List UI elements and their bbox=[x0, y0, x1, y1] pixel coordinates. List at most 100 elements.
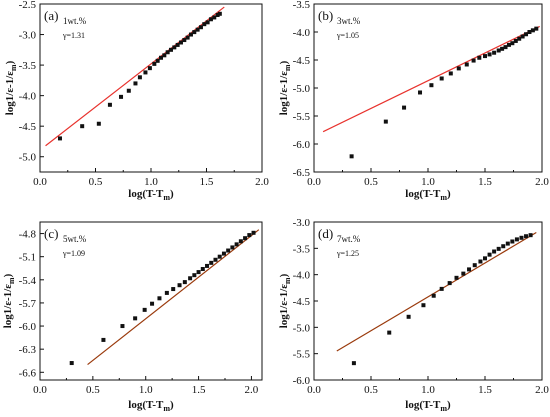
data-point bbox=[162, 53, 167, 58]
data-point bbox=[152, 61, 157, 66]
y-tick-label: -5.4 bbox=[19, 275, 37, 287]
panel-gamma: γ=1.25 bbox=[336, 249, 359, 258]
data-point bbox=[467, 267, 472, 272]
data-point bbox=[247, 233, 252, 238]
data-point bbox=[96, 121, 101, 126]
y-axis-title: log1/ε-1/εm) bbox=[278, 273, 292, 328]
data-point bbox=[208, 17, 213, 22]
y-axis-title: log1/ε-1/εm) bbox=[4, 60, 18, 115]
data-point bbox=[182, 38, 187, 43]
data-point bbox=[150, 301, 155, 306]
chart-panel-4: 0.0 0.5 1.0 1.5 2.0 -6.0 -5.5 -5.0 -4.5 -4.0 -3.5 -… bbox=[278, 217, 549, 413]
data-point bbox=[483, 54, 487, 59]
data-point bbox=[471, 58, 476, 63]
data-point bbox=[175, 42, 180, 47]
data-point bbox=[492, 249, 497, 254]
plot-frame bbox=[39, 221, 263, 381]
data-point bbox=[188, 32, 193, 37]
data-point bbox=[500, 46, 505, 51]
data-point bbox=[157, 296, 162, 301]
data-point bbox=[402, 105, 407, 110]
data-point bbox=[142, 307, 147, 312]
panel-label: (b) bbox=[318, 8, 333, 23]
data-point bbox=[147, 66, 152, 71]
data-point bbox=[487, 52, 492, 57]
y-tick-label: -6.0 bbox=[293, 375, 311, 387]
data-point bbox=[200, 267, 205, 272]
y-tick-label: -3.5 bbox=[293, 243, 311, 255]
data-point bbox=[215, 12, 220, 17]
data-point bbox=[456, 66, 461, 71]
y-axis-title-main: log1/ε-1/ε bbox=[278, 71, 290, 116]
y-tick-label: -4.0 bbox=[293, 270, 311, 282]
data-point bbox=[439, 286, 444, 291]
data-point bbox=[349, 154, 354, 159]
y-tick-label: -4.5 bbox=[293, 296, 311, 308]
x-tick-label: 0.0 bbox=[307, 176, 321, 188]
data-point bbox=[492, 50, 497, 55]
data-point bbox=[178, 40, 183, 45]
data-point bbox=[137, 75, 142, 80]
data-point bbox=[234, 242, 239, 247]
x-axis-title-sub: m bbox=[440, 193, 447, 202]
x-axis-title-end: ) bbox=[170, 188, 174, 200]
y-tick-label: -6.3 bbox=[19, 344, 37, 356]
data-point bbox=[177, 283, 182, 288]
x-axis-title-main: log(T-T bbox=[405, 188, 441, 200]
y-tick-label: -5.5 bbox=[293, 349, 311, 361]
x-axis-title-main: log(T-T bbox=[128, 399, 164, 411]
data-point bbox=[496, 48, 501, 53]
x-tick-label: 0.0 bbox=[33, 384, 47, 396]
data-point bbox=[133, 316, 138, 321]
data-point bbox=[198, 25, 203, 30]
y-axis-title-sub: m bbox=[283, 277, 292, 284]
data-point bbox=[155, 58, 160, 63]
x-tick-label: 1.5 bbox=[478, 384, 492, 396]
y-tick-label: -4.0 bbox=[293, 27, 311, 39]
data-point bbox=[478, 259, 483, 264]
data-point bbox=[107, 102, 112, 107]
data-point bbox=[80, 124, 85, 129]
data-point bbox=[503, 45, 508, 50]
data-point bbox=[506, 42, 511, 47]
data-point bbox=[126, 88, 131, 93]
data-point bbox=[196, 270, 201, 275]
data-point bbox=[431, 293, 436, 298]
chart-panel-1: 0.0 0.5 1.0 1.5 2.0 -5.0 -4.5 -4.0 -3.5 -3.0 -2.5 (… bbox=[4, 0, 269, 202]
data-point bbox=[528, 233, 533, 238]
y-axis-title-main: log1/ε-1/ε bbox=[4, 71, 16, 116]
data-point bbox=[158, 55, 163, 60]
data-point bbox=[517, 36, 522, 41]
y-tick-label: -5.5 bbox=[293, 111, 311, 123]
data-point bbox=[119, 94, 124, 99]
data-point bbox=[164, 290, 169, 295]
x-tick-label: 0.5 bbox=[364, 384, 378, 396]
y-tick-label: -4.5 bbox=[19, 121, 37, 133]
x-tick-label: 0.5 bbox=[364, 176, 378, 188]
y-tick-label: -5.7 bbox=[19, 298, 37, 310]
data-point bbox=[439, 76, 444, 81]
data-point bbox=[418, 90, 423, 95]
data-point bbox=[496, 246, 501, 251]
x-axis-title: log(T-Tm) bbox=[405, 399, 451, 413]
y-tick-label: -4.8 bbox=[19, 229, 37, 241]
x-tick-label: 0.0 bbox=[33, 176, 47, 188]
y-tick-label: -3.0 bbox=[293, 217, 311, 229]
x-tick-label: 1.5 bbox=[192, 384, 206, 396]
panel-composition: 1wt.% bbox=[63, 16, 87, 26]
fit-line bbox=[87, 229, 260, 366]
data-point bbox=[519, 235, 524, 240]
panel-composition: 5wt.% bbox=[63, 234, 87, 244]
y-tick-label: -6.0 bbox=[293, 139, 311, 151]
y-tick-label: -6.6 bbox=[19, 367, 37, 379]
x-tick-label: 2.0 bbox=[535, 176, 549, 188]
data-point bbox=[221, 251, 226, 256]
y-tick-label: -2.5 bbox=[19, 0, 37, 11]
data-point bbox=[406, 314, 411, 319]
y-axis-title-end: ) bbox=[2, 273, 14, 277]
data-point bbox=[182, 280, 187, 285]
data-point bbox=[454, 275, 459, 280]
data-point bbox=[464, 62, 469, 67]
x-axis-title-main: log(T-T bbox=[128, 188, 164, 200]
y-axis-title-end: ) bbox=[278, 60, 290, 64]
